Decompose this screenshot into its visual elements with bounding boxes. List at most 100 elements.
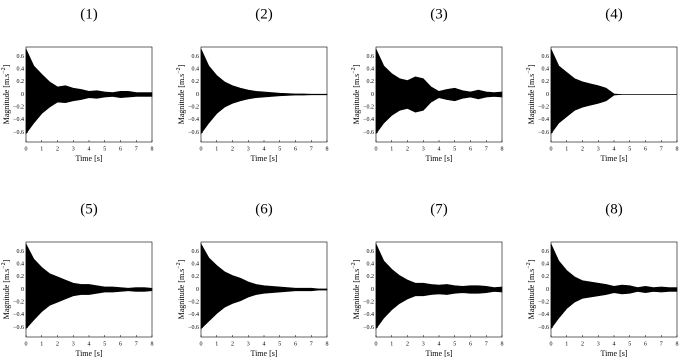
x-tick-label: 5 — [278, 341, 281, 347]
subplot-title: (4) — [605, 6, 623, 22]
signal-envelope — [200, 48, 328, 95]
x-tick-label: 2 — [56, 341, 59, 347]
y-tick-label: −0.2 — [363, 105, 374, 111]
y-tick-label: 0.2 — [367, 79, 375, 85]
x-tick-label: 8 — [151, 146, 154, 152]
x-tick-label: 4 — [88, 146, 91, 152]
y-axis-label-part: ] — [527, 64, 536, 67]
x-tick-label: 2 — [231, 341, 234, 347]
x-tick-label: 4 — [613, 146, 616, 152]
x-tick-label: 3 — [422, 341, 425, 347]
subplot: (1) 0 1 2 3 4 5 6 7 8 −0.6 −0.4 −0.2 0 0.2 0.4 0.6 Time [… — [1, 6, 153, 162]
y-axis-label-part: ] — [2, 259, 11, 262]
subplot-title: (5) — [80, 201, 98, 217]
x-axis-label: Time [s] — [250, 349, 277, 358]
x-tick-label: 1 — [390, 341, 393, 347]
x-tick-label: 3 — [72, 341, 75, 347]
y-tick-label: −0.2 — [538, 300, 549, 306]
x-tick-label: 7 — [135, 146, 138, 152]
x-axis-label: Time [s] — [75, 154, 102, 163]
signal-envelope — [25, 289, 153, 330]
y-tick-label: 0.4 — [192, 262, 200, 268]
x-tick-label: 3 — [597, 146, 600, 152]
signal-envelope — [25, 94, 153, 135]
signal-envelope — [200, 94, 328, 135]
x-tick-label: 6 — [469, 146, 472, 152]
subplot-title: (7) — [430, 201, 448, 217]
y-tick-label: 0.6 — [542, 54, 550, 60]
y-tick-label: 0.6 — [192, 54, 200, 60]
y-axis-label: Magnitude [m.s−2] — [351, 259, 360, 319]
x-axis-label: Time [s] — [425, 154, 452, 163]
x-tick-label: 7 — [310, 341, 313, 347]
y-axis-label: Magnitude [m.s−2] — [176, 259, 185, 319]
y-axis-label-part: ] — [177, 259, 186, 262]
x-axis-label: Time [s] — [250, 154, 277, 163]
x-tick-label: 2 — [406, 146, 409, 152]
y-tick-label: 0 — [371, 287, 374, 293]
signal-envelope — [550, 289, 678, 330]
x-tick-label: 0 — [25, 341, 28, 347]
x-tick-label: 6 — [644, 341, 647, 347]
y-tick-label: 0.2 — [192, 274, 200, 280]
x-tick-label: 2 — [581, 341, 584, 347]
y-tick-label: −0.6 — [13, 130, 24, 136]
x-tick-label: 3 — [72, 146, 75, 152]
signal-envelope — [200, 289, 328, 330]
y-tick-label: −0.6 — [13, 325, 24, 331]
x-tick-label: 1 — [390, 146, 393, 152]
y-tick-label: 0.2 — [17, 274, 25, 280]
y-tick-label: 0.4 — [17, 262, 25, 268]
y-tick-label: −0.6 — [363, 325, 374, 331]
y-tick-label: −0.6 — [188, 325, 199, 331]
x-tick-label: 8 — [676, 146, 679, 152]
subplot: (5) 0 1 2 3 4 5 6 7 8 −0.6 −0.4 −0.2 0 0.2 0.4 0.6 Time [… — [1, 201, 153, 357]
subplot-title: (1) — [80, 6, 98, 22]
y-tick-label: 0.2 — [17, 79, 25, 85]
x-tick-label: 4 — [88, 341, 91, 347]
x-tick-label: 0 — [550, 146, 553, 152]
x-tick-label: 6 — [294, 341, 297, 347]
x-tick-label: 1 — [565, 146, 568, 152]
y-axis-label-part: −2 — [1, 67, 7, 73]
x-tick-label: 5 — [278, 146, 281, 152]
y-axis-label-part: Magnitude [m.s — [177, 74, 186, 125]
x-tick-label: 5 — [453, 146, 456, 152]
x-tick-label: 8 — [501, 341, 504, 347]
x-tick-label: 1 — [40, 341, 43, 347]
x-tick-label: 1 — [565, 341, 568, 347]
x-tick-label: 5 — [453, 341, 456, 347]
y-axis-label-part: Magnitude [m.s — [177, 269, 186, 320]
y-tick-label: 0 — [546, 287, 549, 293]
signal-envelope — [375, 289, 503, 330]
y-axis-label-part: ] — [352, 259, 361, 262]
x-tick-label: 2 — [56, 146, 59, 152]
y-axis-label: Magnitude [m.s−2] — [351, 64, 360, 124]
y-tick-label: −0.4 — [363, 312, 374, 318]
y-axis-label-part: ] — [527, 259, 536, 262]
y-tick-label: 0.6 — [542, 249, 550, 255]
x-tick-label: 2 — [406, 341, 409, 347]
y-axis-label-part: −2 — [526, 67, 532, 73]
y-axis-label: Magnitude [m.s−2] — [526, 64, 535, 124]
y-axis-label: Magnitude [m.s−2] — [1, 259, 10, 319]
y-axis-label-part: Magnitude [m.s — [2, 269, 11, 320]
x-tick-label: 4 — [438, 146, 441, 152]
x-tick-label: 5 — [628, 146, 631, 152]
x-tick-label: 1 — [215, 146, 218, 152]
x-tick-label: 4 — [613, 341, 616, 347]
subplot: (3) 0 1 2 3 4 5 6 7 8 −0.6 −0.4 −0.2 0 0.2 0.4 0.6 Time [… — [351, 6, 503, 162]
y-tick-label: −0.4 — [363, 117, 374, 123]
y-tick-label: −0.2 — [363, 300, 374, 306]
subplot-title: (8) — [605, 201, 623, 217]
subplot: (8) 0 1 2 3 4 5 6 7 8 −0.6 −0.4 −0.2 0 0.2 0.4 0.6 Time [… — [526, 201, 678, 357]
y-tick-label: 0.6 — [367, 54, 375, 60]
y-axis-label-part: Magnitude [m.s — [352, 74, 361, 125]
y-axis-label-part: −2 — [1, 262, 7, 268]
x-tick-label: 5 — [103, 146, 106, 152]
x-axis-label: Time [s] — [600, 349, 627, 358]
subplot-title: (2) — [255, 6, 273, 22]
x-tick-label: 0 — [25, 146, 28, 152]
y-tick-label: −0.6 — [538, 325, 549, 331]
